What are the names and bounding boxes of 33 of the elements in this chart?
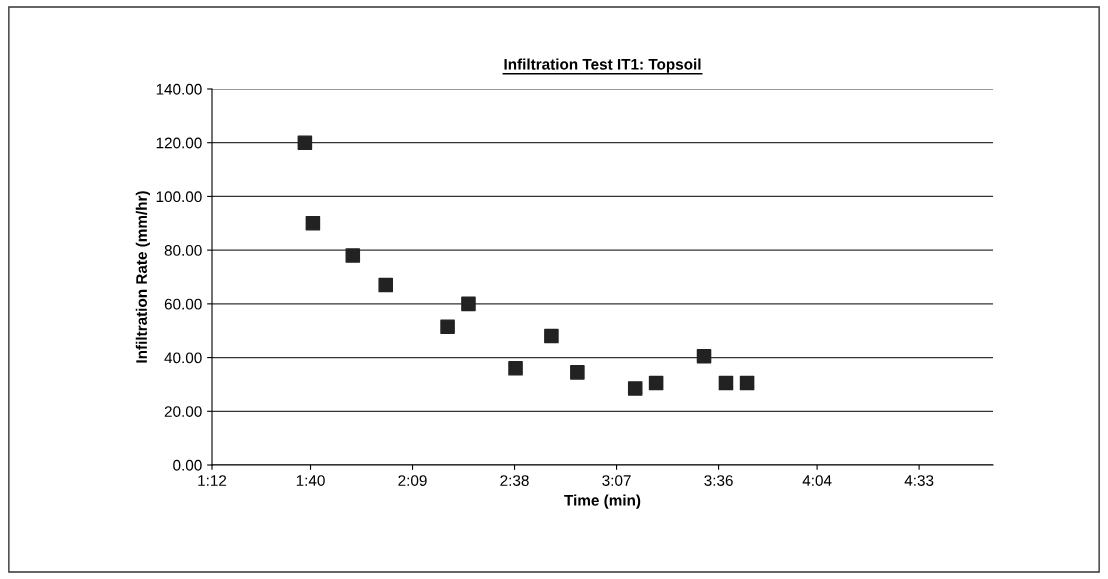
x-tick-label: 4:04 — [802, 475, 832, 486]
chart-title: Infiltration Test IT1: Topsoil — [504, 58, 701, 73]
x-tick-label: 1:40 — [296, 475, 325, 486]
x-tick-label: 3:07 — [602, 475, 631, 486]
point — [696, 348, 712, 364]
y-tick-label: 120.00 — [156, 137, 202, 149]
x-axis-title: Time (min) — [564, 494, 641, 509]
point — [718, 375, 734, 391]
point — [627, 381, 643, 396]
y-tick-label: 100.00 — [156, 191, 202, 203]
x-tick-label: 2:09 — [398, 475, 427, 486]
y-tick-label: 140.00 — [156, 83, 202, 95]
point — [648, 375, 664, 391]
point — [297, 135, 313, 150]
y-tick-label: 80.00 — [164, 245, 202, 256]
point — [508, 361, 523, 376]
point — [378, 277, 394, 293]
x-tick-label: 2:38 — [500, 475, 529, 486]
x-tick-label: 3:36 — [704, 475, 733, 486]
y-tick-label: 20.00 — [164, 406, 202, 417]
point — [440, 319, 455, 334]
point — [461, 296, 476, 312]
point — [544, 328, 559, 344]
point — [570, 365, 585, 380]
y-tick-label: 60.00 — [164, 298, 202, 310]
y-axis-title: Infiltration Rate (mm/hr) — [135, 191, 150, 363]
x-tick-label: 1:12 — [198, 475, 227, 486]
y-tick-label: 40.00 — [164, 352, 202, 364]
point — [305, 216, 321, 231]
point — [739, 375, 755, 391]
x-tick-label: 4:33 — [904, 475, 934, 486]
point — [345, 248, 361, 263]
y-tick-label: 0.00 — [173, 459, 202, 471]
